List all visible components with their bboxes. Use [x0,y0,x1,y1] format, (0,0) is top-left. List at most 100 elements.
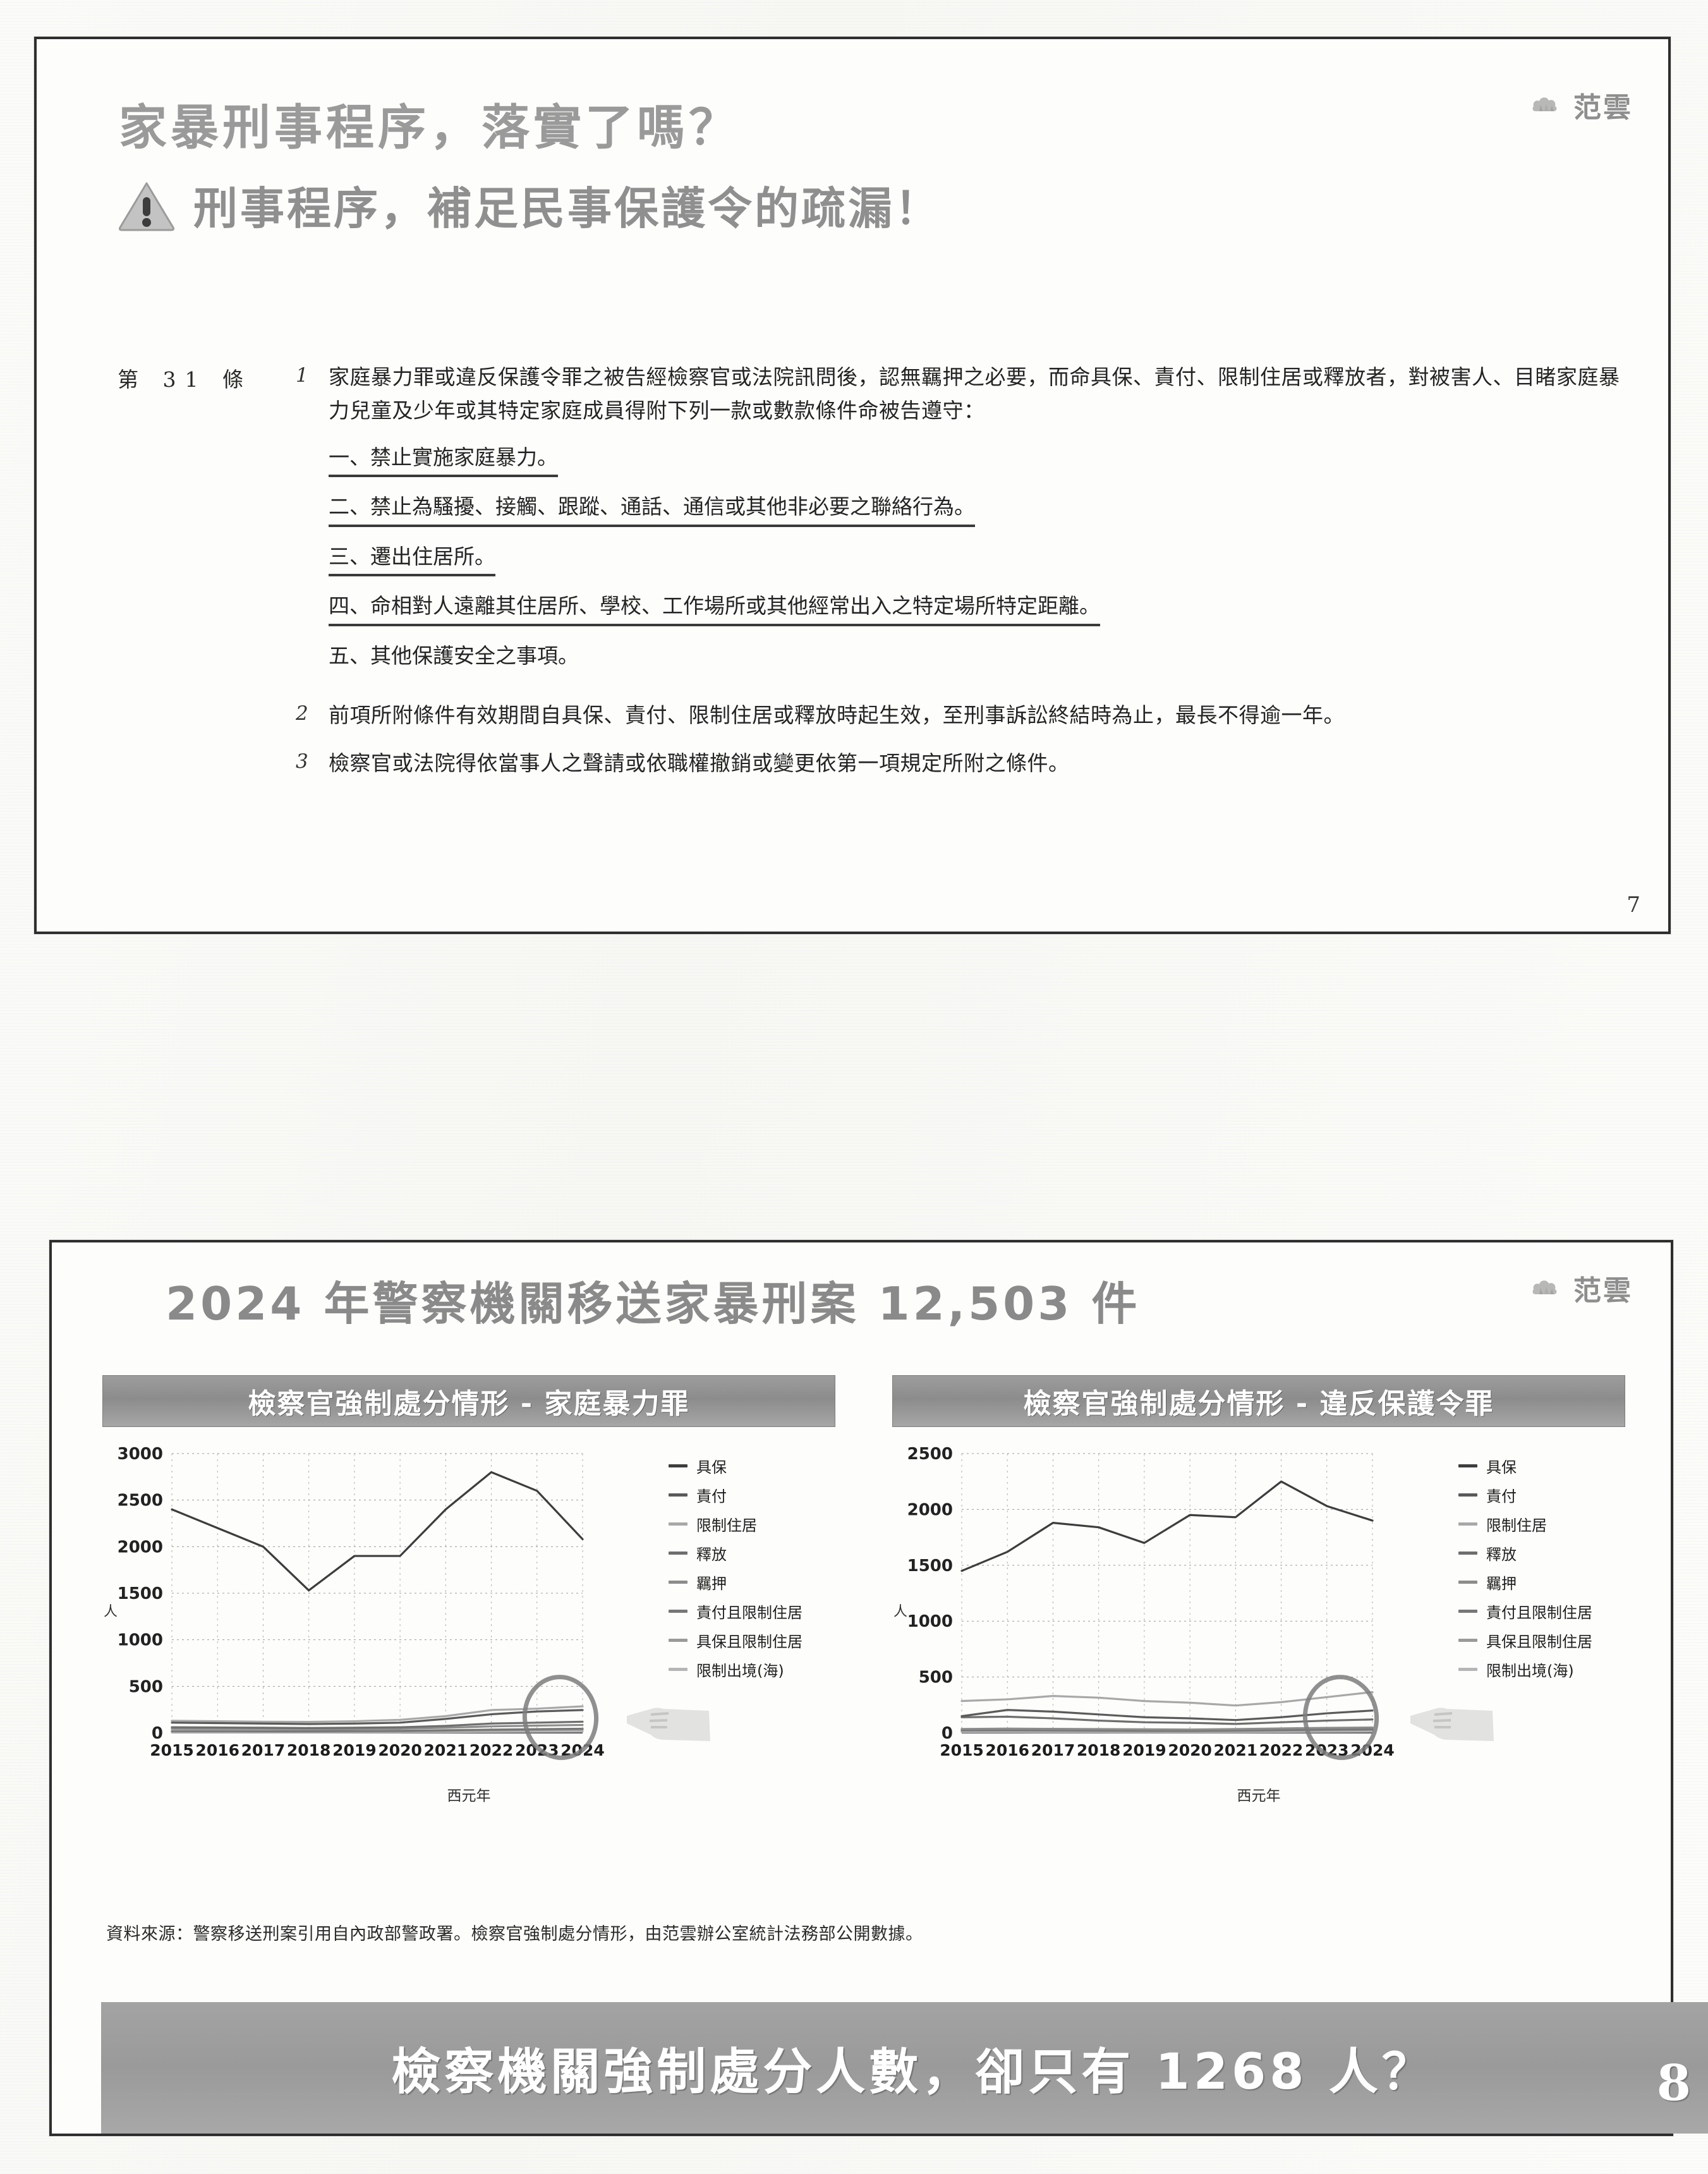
legend-color-swatch [669,1493,687,1497]
legend-color-swatch [1458,1551,1477,1555]
legend-item: 限制住居 [669,1509,833,1538]
clause-2: 2 前項所附條件有效期間自具保、責付、限制住居或釋放時起生效，至刑事訴訟終結時為… [296,698,1623,732]
legend-item: 責付 [1458,1480,1623,1509]
clause-1-sublist: 一、禁止實施家庭暴力。 二、禁止為騷擾、接觸、跟蹤、通話、通信或其他非必要之聯絡… [329,442,1623,688]
sub-item-3: 三、遷出住居所。 [329,541,495,577]
slide-7-subtitle-row: 刑事程序，補足民事保護令的疏漏！ [118,173,942,237]
legend-color-swatch [669,1551,687,1555]
y-axis-title: 人 [893,1604,908,1620]
y-axis-title: 人 [104,1604,118,1620]
legend-color-swatch [1458,1609,1477,1613]
sub-item-4: 四、命相對人遠離其住居所、學校、工作場所或其他經常出入之特定場所特定距離。 [329,590,1100,626]
svg-text:2016: 2016 [985,1741,1029,1759]
clause-3: 3 檢察官或法院得依當事人之聲請或依職權撤銷或變更依第一項規定所附之條件。 [296,746,1623,780]
brand-name: 范雲 [1573,1275,1633,1307]
legend-color-swatch [669,1667,687,1671]
svg-text:2000: 2000 [118,1538,163,1557]
legend-item: 限制出境(海) [669,1655,833,1684]
svg-text:1500: 1500 [907,1557,953,1576]
svg-text:2022: 2022 [469,1741,514,1759]
pointing-hand-icon [614,1692,715,1752]
svg-text:2500: 2500 [118,1491,163,1510]
legend-color-swatch [1458,1667,1477,1671]
clause-number: 1 [296,364,308,387]
article-body: 1 家庭暴力罪或違反保護令罪之被告經檢察官或法院訊問後，認無羈押之必要，而命具保… [296,360,1623,780]
panel-header-label: 檢察官強制處分情形 - 家庭暴力罪 [248,1388,690,1420]
slide-7-title: 家暴刑事程序，落實了嗎？ [119,99,741,155]
sub-item-5: 五、其他保護安全之事項。 [329,643,579,668]
legend-label: 責付 [1486,1487,1517,1505]
panel-header-label: 檢察官強制處分情形 - 違反保護令罪 [1023,1388,1494,1420]
legend-label: 限制住居 [696,1516,757,1534]
chart-left: 人 0 500 1000 1500 2000 2500 3000 2015 2016 2017 20… [102,1442,835,1804]
svg-text:2020: 2020 [378,1741,422,1759]
legend-item: 責付且限制住居 [669,1596,833,1625]
legend-color-swatch [669,1638,687,1642]
sub-item-row: 一、禁止實施家庭暴力。 [329,442,1623,492]
svg-text:2022: 2022 [1259,1741,1304,1759]
legend-item: 羈押 [669,1567,833,1596]
legend-item: 具保 [669,1451,833,1480]
pointing-hand-icon [1398,1692,1499,1752]
brand-name: 范雲 [1573,92,1633,124]
clause-number: 3 [296,750,308,773]
svg-text:2019: 2019 [332,1741,377,1759]
legend-color-swatch [669,1522,687,1526]
legend-color-swatch [669,1464,687,1467]
slide-7: 范雲 家暴刑事程序，落實了嗎？ 刑事程序，補足民事保護令的疏漏！ 第 31 條 … [34,37,1671,934]
legend-item: 限制住居 [1458,1509,1623,1538]
slide-8: 范雲 2024 年警察機關移送家暴刑案 12,503 件 檢察官強制處分情形 -… [49,1240,1708,2136]
svg-text:2018: 2018 [287,1741,331,1759]
legend-item: 釋放 [669,1538,833,1567]
legend-label: 具保且限制住居 [696,1632,803,1651]
warning-triangle-icon [118,179,176,231]
sub-item-1: 一、禁止實施家庭暴力。 [329,442,558,478]
sub-item-row: 四、命相對人遠離其住居所、學校、工作場所或其他經常出入之特定場所特定距離。 [329,590,1623,640]
legend-label: 責付且限制住居 [1486,1603,1592,1622]
svg-text:2018: 2018 [1077,1741,1121,1759]
panel-header: 檢察官強制處分情形 - 違反保護令罪 [892,1375,1625,1427]
svg-text:3000: 3000 [118,1445,163,1464]
bottom-banner: 檢察機關強制處分人數，卻只有 1268 人？ 8 [101,2002,1708,2134]
sub-item-row: 三、遷出住居所。 [329,541,1623,591]
chart-panel-protection-order: 檢察官強制處分情形 - 違反保護令罪 人 0 500 1000 1500 2000 250… [892,1375,1625,1804]
sub-item-2: 二、禁止為騷擾、接觸、跟蹤、通話、通信或其他非必要之聯絡行為。 [329,491,975,527]
page-number: 8 [1656,2055,1695,2112]
svg-text:2015: 2015 [150,1741,194,1759]
svg-text:2020: 2020 [1168,1741,1212,1759]
svg-text:2021: 2021 [424,1741,468,1759]
source-note: 資料來源：警察移送刑案引用自內政部警政署。檢察官強制處分情形，由范雲辦公室統計法… [106,1924,923,1944]
legend-color-swatch [669,1580,687,1584]
article-label: 第 31 條 [118,367,252,392]
svg-text:2023: 2023 [1305,1741,1349,1759]
svg-text:2024: 2024 [560,1741,605,1759]
slide-8-title: 2024 年警察機關移送家暴刑案 12,503 件 [166,1277,1141,1330]
svg-text:1500: 1500 [118,1584,163,1603]
legend-label: 羈押 [696,1574,727,1593]
svg-text:2021: 2021 [1214,1741,1258,1759]
svg-text:0: 0 [152,1724,163,1743]
svg-text:0: 0 [942,1724,953,1743]
clause-text: 前項所附條件有效期間自具保、責付、限制住居或釋放時起生效，至刑事訴訟終結時為止，… [329,703,1345,728]
legend-label: 限制出境(海) [1486,1661,1574,1680]
legend-color-swatch [1458,1580,1477,1584]
brand-logo: 范雲 [1532,1268,1633,1308]
chart-panel-domestic-violence: 檢察官強制處分情形 - 家庭暴力罪 人 0 500 1000 1500 2000 2500… [102,1375,835,1804]
legend-item: 具保且限制住居 [669,1625,833,1655]
legend-item: 羈押 [1458,1567,1623,1596]
legend-item: 責付 [669,1480,833,1509]
legend-label: 責付 [696,1487,727,1505]
x-axis-title: 西元年 [447,1788,491,1804]
clause-number: 2 [296,702,308,726]
svg-text:2024: 2024 [1350,1741,1395,1759]
legend-color-swatch [1458,1464,1477,1467]
slide-7-subtitle: 刑事程序，補足民事保護令的疏漏！ [193,183,942,234]
legend-color-swatch [1458,1493,1477,1497]
svg-text:500: 500 [129,1677,163,1696]
panel-header: 檢察官強制處分情形 - 家庭暴力罪 [102,1375,835,1427]
chart-legend: 具保責付限制住居釋放羈押責付且限制住居具保且限制住居限制出境(海) [669,1451,833,1684]
legend-item: 具保 [1458,1451,1623,1480]
legend-label: 具保且限制住居 [1486,1632,1592,1651]
legend-item: 責付且限制住居 [1458,1596,1623,1625]
sub-item-row: 五、其他保護安全之事項。 [329,640,1623,688]
